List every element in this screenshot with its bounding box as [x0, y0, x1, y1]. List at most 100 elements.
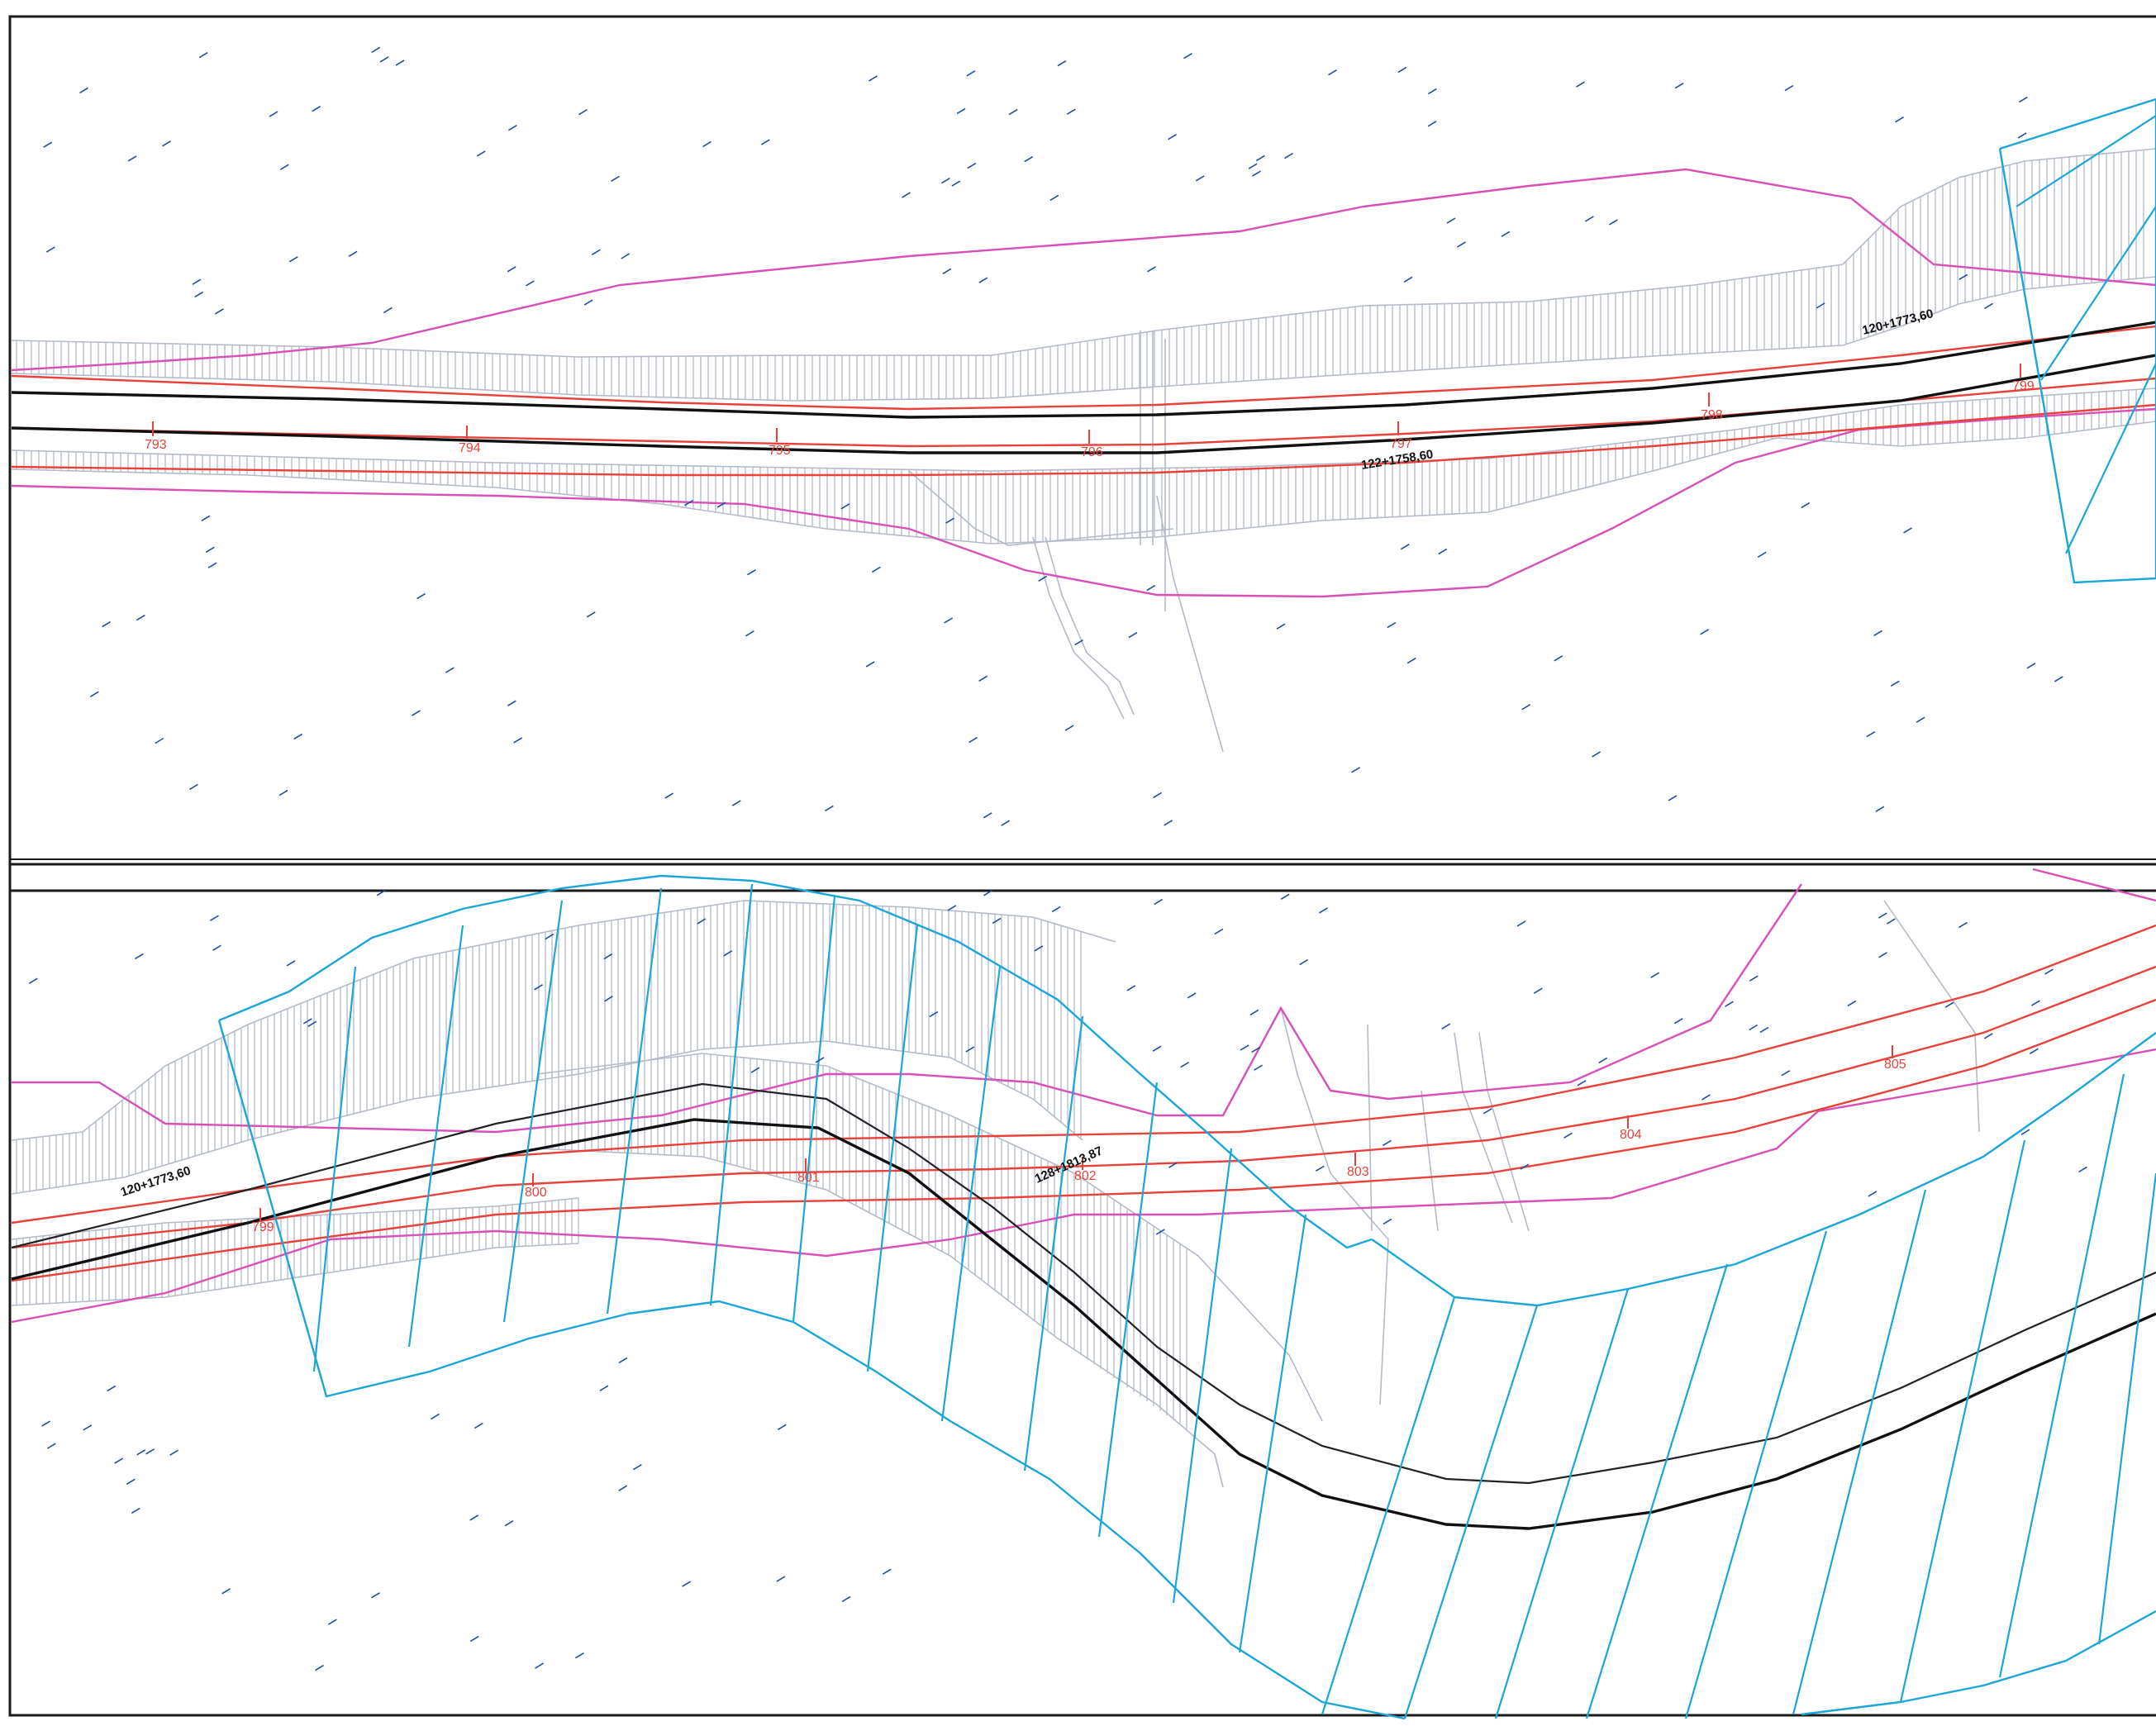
survey-point-icon [545, 933, 554, 940]
boundary-line-top [11, 168, 2156, 372]
survey-point-icon [750, 1067, 760, 1073]
survey-point-icon [1483, 1108, 1492, 1115]
survey-point-icon [840, 503, 850, 510]
parcel-hatch-1 [2016, 115, 2156, 207]
fill-slope-left-toe [11, 1243, 579, 1306]
parcel-hatch-line [1792, 1189, 1927, 1715]
parcel-hatch-line [709, 883, 754, 1306]
survey-point-icon [1284, 152, 1293, 159]
survey-point-icon [776, 1576, 786, 1582]
survey-point-icon [2030, 1000, 2040, 1006]
survey-point-icon [286, 960, 296, 967]
station-label: 802 [1074, 1169, 1097, 1183]
survey-point-icon [978, 675, 988, 682]
survey-point-icon [1958, 921, 1968, 929]
survey-point-icon [114, 1457, 124, 1464]
parcel-hatch-2 [2040, 206, 2156, 381]
survey-point-icon [102, 621, 112, 628]
station-ticks-top: 793 794 795 796 797 798 799 [145, 364, 2035, 459]
survey-point-icon [504, 1519, 514, 1527]
survey-point-icon [632, 1463, 642, 1471]
survey-point-icon [942, 268, 952, 274]
survey-point-icon [1351, 767, 1361, 773]
station-label: 800 [525, 1186, 547, 1200]
survey-point-icon [136, 614, 145, 621]
earthwork-hatch-cut [11, 900, 1323, 1488]
parcel-hatch-line [312, 966, 357, 1372]
survey-point-icon [841, 1595, 851, 1603]
survey-point-icon [126, 1478, 136, 1485]
survey-point-icon [1187, 992, 1197, 999]
survey-point-icon [1903, 527, 1912, 534]
survey-point-icon [1673, 1018, 1683, 1025]
survey-points [28, 46, 2087, 1671]
survey-point-icon [1214, 928, 1224, 935]
survey-point-icon [205, 546, 215, 553]
survey-point-icon [1051, 906, 1061, 913]
earthwork-hatch-upper [11, 148, 2156, 402]
survey-point-icon [992, 917, 1002, 925]
survey-point-icon [189, 783, 198, 791]
survey-point-icon [1878, 912, 1887, 919]
survey-point-icon [965, 1046, 975, 1053]
survey-point-icon [302, 1018, 312, 1025]
survey-point-icon [1650, 972, 1660, 978]
boundary-line-upper [12, 868, 2156, 1134]
survey-point-icon [760, 139, 770, 145]
survey-point-icon [824, 805, 834, 812]
parcel-hatch-line [502, 900, 564, 1323]
survey-point-icon [1916, 716, 1925, 723]
survey-point-icon [107, 1385, 117, 1392]
survey-point-icon [604, 996, 613, 1002]
survey-point-icon [169, 1449, 179, 1456]
parcel-hatch-line [1684, 1230, 1828, 1719]
station-label: 798 [1701, 408, 1723, 422]
survey-point-icon [583, 299, 593, 306]
parcel-hatch-line [792, 896, 836, 1323]
parcel-hatch-line [1494, 1288, 1630, 1719]
survey-point-icon [1328, 69, 1337, 76]
survey-point-icon [507, 700, 516, 706]
survey-point-icon [1944, 1001, 1954, 1008]
survey-point-icon [1701, 1094, 1711, 1101]
survey-point-icon [1074, 639, 1084, 646]
survey-point-icon [278, 789, 288, 796]
survey-point-icon [1387, 621, 1397, 629]
survey-point-icon [1983, 1033, 1993, 1039]
survey-point-icon [2026, 663, 2036, 669]
survey-point-icon [1520, 1163, 1530, 1170]
survey-point-icon [1066, 108, 1076, 115]
survey-point-icon [578, 109, 588, 116]
survey-point-icon [145, 1448, 155, 1455]
station-label: 797 [1390, 437, 1412, 451]
survey-point-icon [1126, 985, 1136, 991]
survey-point-icon [307, 1020, 317, 1027]
survey-point-icon [1240, 1044, 1249, 1051]
parcel-outline-top [1998, 97, 2156, 584]
survey-point-icon [2078, 1166, 2087, 1173]
survey-point-icon [978, 277, 988, 283]
survey-point-icon [1427, 88, 1437, 95]
survey-point-icon [1674, 83, 1684, 89]
survey-point-icon [207, 562, 217, 568]
station-ticks-bottom: 799 800 801 802 803 804 805 [252, 1045, 1906, 1234]
survey-point-icon [513, 737, 523, 744]
survey-point-icon [1592, 751, 1601, 758]
survey-point-icon [618, 1485, 628, 1491]
survey-point-icon [136, 1449, 146, 1456]
survey-point-icon [162, 140, 171, 147]
parcel-hatch-line [1998, 1073, 2125, 1678]
survey-point-icon [131, 1507, 140, 1514]
parcel-top-right [1998, 97, 2156, 584]
survey-point-icon [1064, 725, 1074, 731]
survey-point-icon [293, 733, 303, 740]
survey-point-icon [1397, 66, 1407, 74]
survey-point-icon [1383, 1218, 1392, 1225]
survey-point-icon [1577, 1080, 1587, 1086]
survey-point-icon [476, 150, 486, 157]
station-label: 805 [1884, 1058, 1906, 1072]
bottom-panel: 799 800 801 802 803 804 805 120+1773,60 … [11, 868, 2156, 1720]
parcel-outline-right [1371, 1032, 2156, 1307]
survey-point-icon [664, 792, 674, 799]
survey-point-icon [1759, 1026, 1769, 1034]
